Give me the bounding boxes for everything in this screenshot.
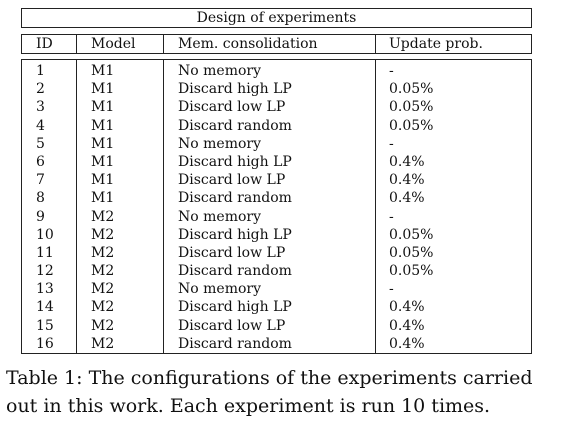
cell-model: M1 <box>91 189 114 207</box>
cell-consolidation: Discard random <box>178 189 292 207</box>
cell-update-prob: 0.05% <box>389 244 433 262</box>
cell-update-prob: - <box>389 208 394 226</box>
cell-consolidation: No memory <box>178 62 261 80</box>
table-row: 12 M2 Discard random 0.05% <box>22 262 531 280</box>
cell-model: M2 <box>91 208 114 226</box>
cell-id: 11 <box>36 244 54 262</box>
cell-model: M1 <box>91 62 114 80</box>
cell-update-prob: 0.05% <box>389 262 433 280</box>
cell-consolidation: Discard low LP <box>178 98 285 116</box>
cell-model: M1 <box>91 80 114 98</box>
cell-model: M1 <box>91 117 114 135</box>
cell-update-prob: 0.05% <box>389 226 433 244</box>
table-row: 16 M2 Discard random 0.4% <box>22 335 531 353</box>
table-row: 10 M2 Discard high LP 0.05% <box>22 226 531 244</box>
cell-consolidation: Discard high LP <box>178 80 292 98</box>
cell-model: M2 <box>91 226 114 244</box>
cell-id: 2 <box>36 80 45 98</box>
table-row: 15 M2 Discard low LP 0.4% <box>22 317 531 335</box>
table-body: 1 M1 No memory - 2 M1 Discard high LP 0.05% 3 M1 D… <box>21 59 532 354</box>
cell-model: M2 <box>91 280 114 298</box>
cell-model: M2 <box>91 262 114 280</box>
cell-update-prob: 0.05% <box>389 80 433 98</box>
cell-model: M1 <box>91 171 114 189</box>
table-row: 2 M1 Discard high LP 0.05% <box>22 80 531 98</box>
table-row: 3 M1 Discard low LP 0.05% <box>22 98 531 116</box>
cell-update-prob: 0.4% <box>389 298 425 316</box>
table-row: 6 M1 Discard high LP 0.4% <box>22 153 531 171</box>
cell-id: 14 <box>36 298 54 316</box>
cell-update-prob: 0.4% <box>389 317 425 335</box>
cell-id: 5 <box>36 135 45 153</box>
cell-model: M1 <box>91 153 114 171</box>
cell-model: M1 <box>91 98 114 116</box>
cell-model: M1 <box>91 135 114 153</box>
cell-consolidation: Discard high LP <box>178 226 292 244</box>
cell-update-prob: 0.4% <box>389 153 425 171</box>
table-row: 14 M2 Discard high LP 0.4% <box>22 298 531 316</box>
table-row: 1 M1 No memory - <box>22 62 531 80</box>
table-row: 7 M1 Discard low LP 0.4% <box>22 171 531 189</box>
cell-consolidation: Discard random <box>178 262 292 280</box>
cell-update-prob: 0.05% <box>389 117 433 135</box>
header-consolidation: Mem. consolidation <box>178 35 318 53</box>
cell-id: 1 <box>36 62 45 80</box>
column-divider <box>375 35 376 53</box>
cell-update-prob: - <box>389 62 394 80</box>
table-row: 13 M2 No memory - <box>22 280 531 298</box>
header-update-prob: Update prob. <box>389 35 483 53</box>
cell-id: 9 <box>36 208 45 226</box>
table-row: 4 M1 Discard random 0.05% <box>22 117 531 135</box>
table-row: 5 M1 No memory - <box>22 135 531 153</box>
cell-id: 6 <box>36 153 45 171</box>
cell-id: 15 <box>36 317 54 335</box>
cell-consolidation: No memory <box>178 208 261 226</box>
cell-id: 13 <box>36 280 54 298</box>
cell-consolidation: Discard low LP <box>178 317 285 335</box>
header-model: Model <box>91 35 136 53</box>
cell-id: 7 <box>36 171 45 189</box>
cell-consolidation: Discard random <box>178 117 292 135</box>
cell-model: M2 <box>91 298 114 316</box>
cell-consolidation: Discard low LP <box>178 244 285 262</box>
column-divider <box>163 35 164 53</box>
table-row: 9 M2 No memory - <box>22 208 531 226</box>
table-rows: 1 M1 No memory - 2 M1 Discard high LP 0.05% 3 M1 D… <box>22 62 531 353</box>
cell-model: M2 <box>91 335 114 353</box>
cell-update-prob: 0.4% <box>389 171 425 189</box>
cell-consolidation: No memory <box>178 135 261 153</box>
cell-update-prob: 0.4% <box>389 189 425 207</box>
cell-id: 12 <box>36 262 54 280</box>
cell-consolidation: Discard random <box>178 335 292 353</box>
cell-model: M2 <box>91 244 114 262</box>
table-caption: Table 1: The configurations of the exper… <box>6 364 559 420</box>
cell-consolidation: No memory <box>178 280 261 298</box>
cell-id: 10 <box>36 226 54 244</box>
table-title: Design of experiments <box>21 8 532 28</box>
cell-update-prob: 0.4% <box>389 335 425 353</box>
cell-consolidation: Discard high LP <box>178 298 292 316</box>
cell-id: 8 <box>36 189 45 207</box>
header-id: ID <box>36 35 53 53</box>
cell-id: 16 <box>36 335 54 353</box>
column-divider <box>76 35 77 53</box>
table-row: 11 M2 Discard low LP 0.05% <box>22 244 531 262</box>
cell-update-prob: - <box>389 135 394 153</box>
cell-id: 3 <box>36 98 45 116</box>
cell-update-prob: 0.05% <box>389 98 433 116</box>
cell-update-prob: - <box>389 280 394 298</box>
table-row: 8 M1 Discard random 0.4% <box>22 189 531 207</box>
cell-id: 4 <box>36 117 45 135</box>
table-header-row: ID Model Mem. consolidation Update prob. <box>21 34 532 54</box>
cell-model: M2 <box>91 317 114 335</box>
cell-consolidation: Discard high LP <box>178 153 292 171</box>
cell-consolidation: Discard low LP <box>178 171 285 189</box>
